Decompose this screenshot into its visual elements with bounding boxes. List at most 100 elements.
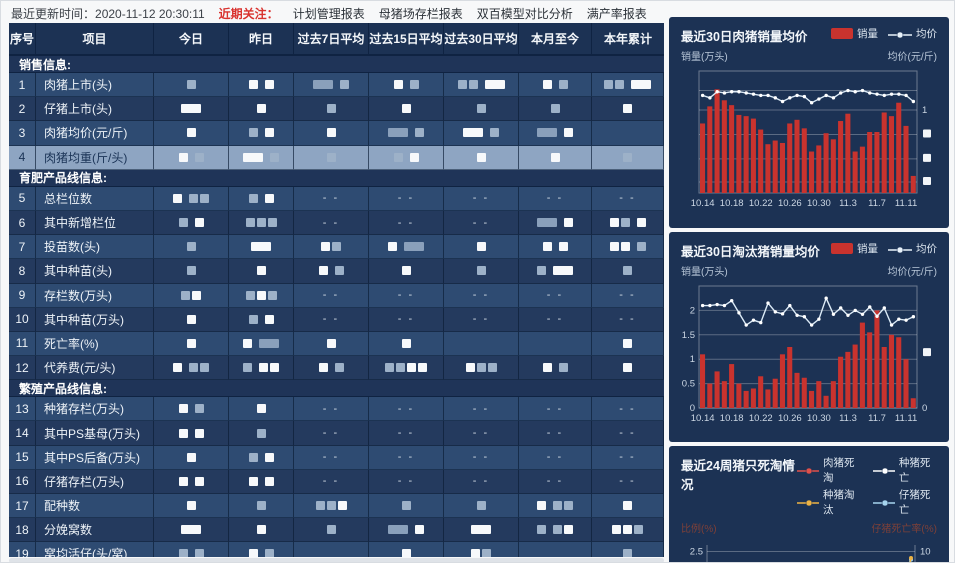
redacted-value-block — [553, 501, 562, 511]
redacted-value-block — [256, 266, 266, 276]
redacted-value-block — [318, 363, 328, 373]
table-row[interactable]: 18 分娩窝数 — [9, 518, 664, 543]
redacted-value-block — [256, 104, 266, 114]
table-row[interactable]: 13 种猪存栏(万头) - - - - - - - - - - — [9, 397, 664, 422]
row-index: 4 — [9, 145, 36, 170]
value-cell: - - — [444, 397, 519, 422]
updated-time-label: 最近更新时间：2020-11-12 20:30:11 — [11, 6, 205, 21]
redacted-value-block — [476, 363, 486, 373]
table-row[interactable]: 3 肉猪均价(元/斤) — [9, 121, 664, 146]
no-data-dash: - - — [397, 427, 415, 440]
value-cell — [294, 97, 369, 122]
no-data-dash: - - — [546, 475, 564, 488]
legend-line-swatch — [873, 499, 895, 507]
y-axis-left-label: 销量(万头) — [681, 52, 728, 63]
redacted-value-block — [194, 218, 204, 228]
redacted-value-block — [415, 525, 424, 535]
legend-item-death-line[interactable]: 种猪淘汰 — [797, 487, 861, 517]
table-row[interactable]: 8 其中种苗(头) — [9, 259, 664, 284]
value-cell — [444, 542, 519, 557]
value-cell — [229, 235, 294, 260]
report-link-plan[interactable]: 计划管理报表 — [292, 6, 365, 21]
report-link-sow-inventory[interactable]: 母猪场存栏报表 — [378, 6, 463, 21]
redacted-value-block — [407, 363, 416, 373]
legend-item-death-line[interactable]: 肉猪死淘 — [797, 455, 861, 485]
value-cell: - - — [592, 307, 664, 332]
value-cell: - - — [294, 283, 369, 308]
value-cell — [229, 494, 294, 519]
value-cell — [229, 542, 294, 557]
redacted-value-block — [471, 525, 491, 535]
redacted-value-block — [471, 549, 480, 557]
value-cell — [229, 283, 294, 308]
value-cell — [444, 259, 519, 284]
table-header-cell: 今日 — [154, 23, 229, 56]
chart-legend: 销量 均价 — [831, 26, 937, 41]
legend-item-death-line[interactable]: 仔猪死亡 — [873, 487, 937, 517]
no-data-dash: - - — [322, 216, 340, 229]
no-data-dash: - - — [472, 451, 490, 464]
chart-legend: 肉猪死淘 种猪死亡种猪淘汰 仔猪死亡 — [797, 455, 937, 517]
row-label: 种猪存栏(万头) — [36, 397, 154, 422]
legend-item-cull-line[interactable]: 均价 — [888, 241, 937, 256]
legend-item-sales-bar[interactable]: 销量 — [831, 26, 878, 41]
no-data-dash: - - — [397, 192, 415, 205]
table-row[interactable]: 6 其中新增栏位 - - - - - - — [9, 210, 664, 236]
redacted-value-block — [542, 80, 552, 90]
row-index: 10 — [9, 307, 36, 332]
chart-title: 最近30日淘汰猪销量均价 — [681, 245, 820, 259]
table-row[interactable]: 15 其中PS后备(万头) - - - - - - - - - - — [9, 445, 664, 470]
value-cell — [154, 421, 229, 446]
table-row[interactable]: 2 仔猪上市(头) — [9, 97, 664, 122]
report-link-full-capacity[interactable]: 满产率报表 — [586, 6, 647, 21]
value-cell — [154, 494, 229, 519]
redacted-value-block — [487, 363, 497, 373]
table-row[interactable]: 4 肉猪均重(斤/头) — [9, 145, 664, 170]
redacted-value-block — [623, 363, 632, 373]
report-link-model-compare[interactable]: 双百模型对比分析 — [476, 6, 573, 21]
redacted-value-block — [264, 549, 274, 557]
redacted-value-block — [550, 152, 560, 162]
redacted-value-block — [178, 476, 188, 486]
redacted-value-block — [326, 128, 336, 138]
redacted-value-block — [620, 242, 630, 252]
table-row[interactable]: 1 肉猪上市(头) — [9, 73, 664, 98]
redacted-value-block — [178, 218, 188, 228]
legend-item-sales-line[interactable]: 均价 — [888, 26, 937, 41]
no-data-dash: - - — [322, 427, 340, 440]
table-section-header: 销售信息: — [9, 56, 664, 73]
table-scrollbar[interactable] — [9, 558, 664, 562]
table-row[interactable]: 17 配种数 — [9, 494, 664, 519]
redacted-value-block — [186, 128, 196, 138]
table-row[interactable]: 12 代养费(元/头) — [9, 356, 664, 381]
table-row[interactable]: 11 死亡率(%) — [9, 331, 664, 357]
redacted-value-block — [623, 338, 632, 348]
value-cell: - - — [294, 445, 369, 470]
value-cell: - - — [444, 445, 519, 470]
table-row[interactable]: 7 投苗数(头) — [9, 235, 664, 260]
table-row[interactable]: 10 其中种苗(万头) - - - - - - - - - - — [9, 307, 664, 332]
value-cell — [154, 210, 229, 236]
table-header-cell: 过去30日平均 — [444, 23, 519, 56]
table-row[interactable]: 9 存栏数(万头) - - - - - - - - - - — [9, 283, 664, 308]
redacted-value-block — [476, 266, 486, 276]
legend-item-death-line[interactable]: 种猪死亡 — [873, 455, 937, 485]
value-cell — [592, 145, 664, 170]
value-cell — [154, 235, 229, 260]
table-row[interactable]: 14 其中PS基母(万头) - - - - - - - - - - — [9, 421, 664, 446]
table-row[interactable]: 19 窝均活仔(头/窝) — [9, 542, 664, 557]
legend-label: 种猪死亡 — [898, 457, 931, 484]
value-cell — [519, 73, 592, 98]
table-row[interactable]: 5 总栏位数 - - - - - - - - - - — [9, 186, 664, 211]
legend-item-cull-bar[interactable]: 销量 — [831, 241, 878, 256]
no-data-dash: - - — [546, 451, 564, 464]
svg-text:11.11: 11.11 — [895, 413, 917, 424]
value-cell — [154, 97, 229, 122]
table-row[interactable]: 16 仔猪存栏(万头) - - - - - - - - - - — [9, 469, 664, 494]
row-index: 15 — [9, 445, 36, 470]
value-cell — [154, 73, 229, 98]
redacted-value-block — [248, 128, 258, 138]
value-cell — [444, 356, 519, 381]
svg-text:10.22: 10.22 — [749, 198, 773, 209]
no-data-dash: - - — [397, 451, 415, 464]
